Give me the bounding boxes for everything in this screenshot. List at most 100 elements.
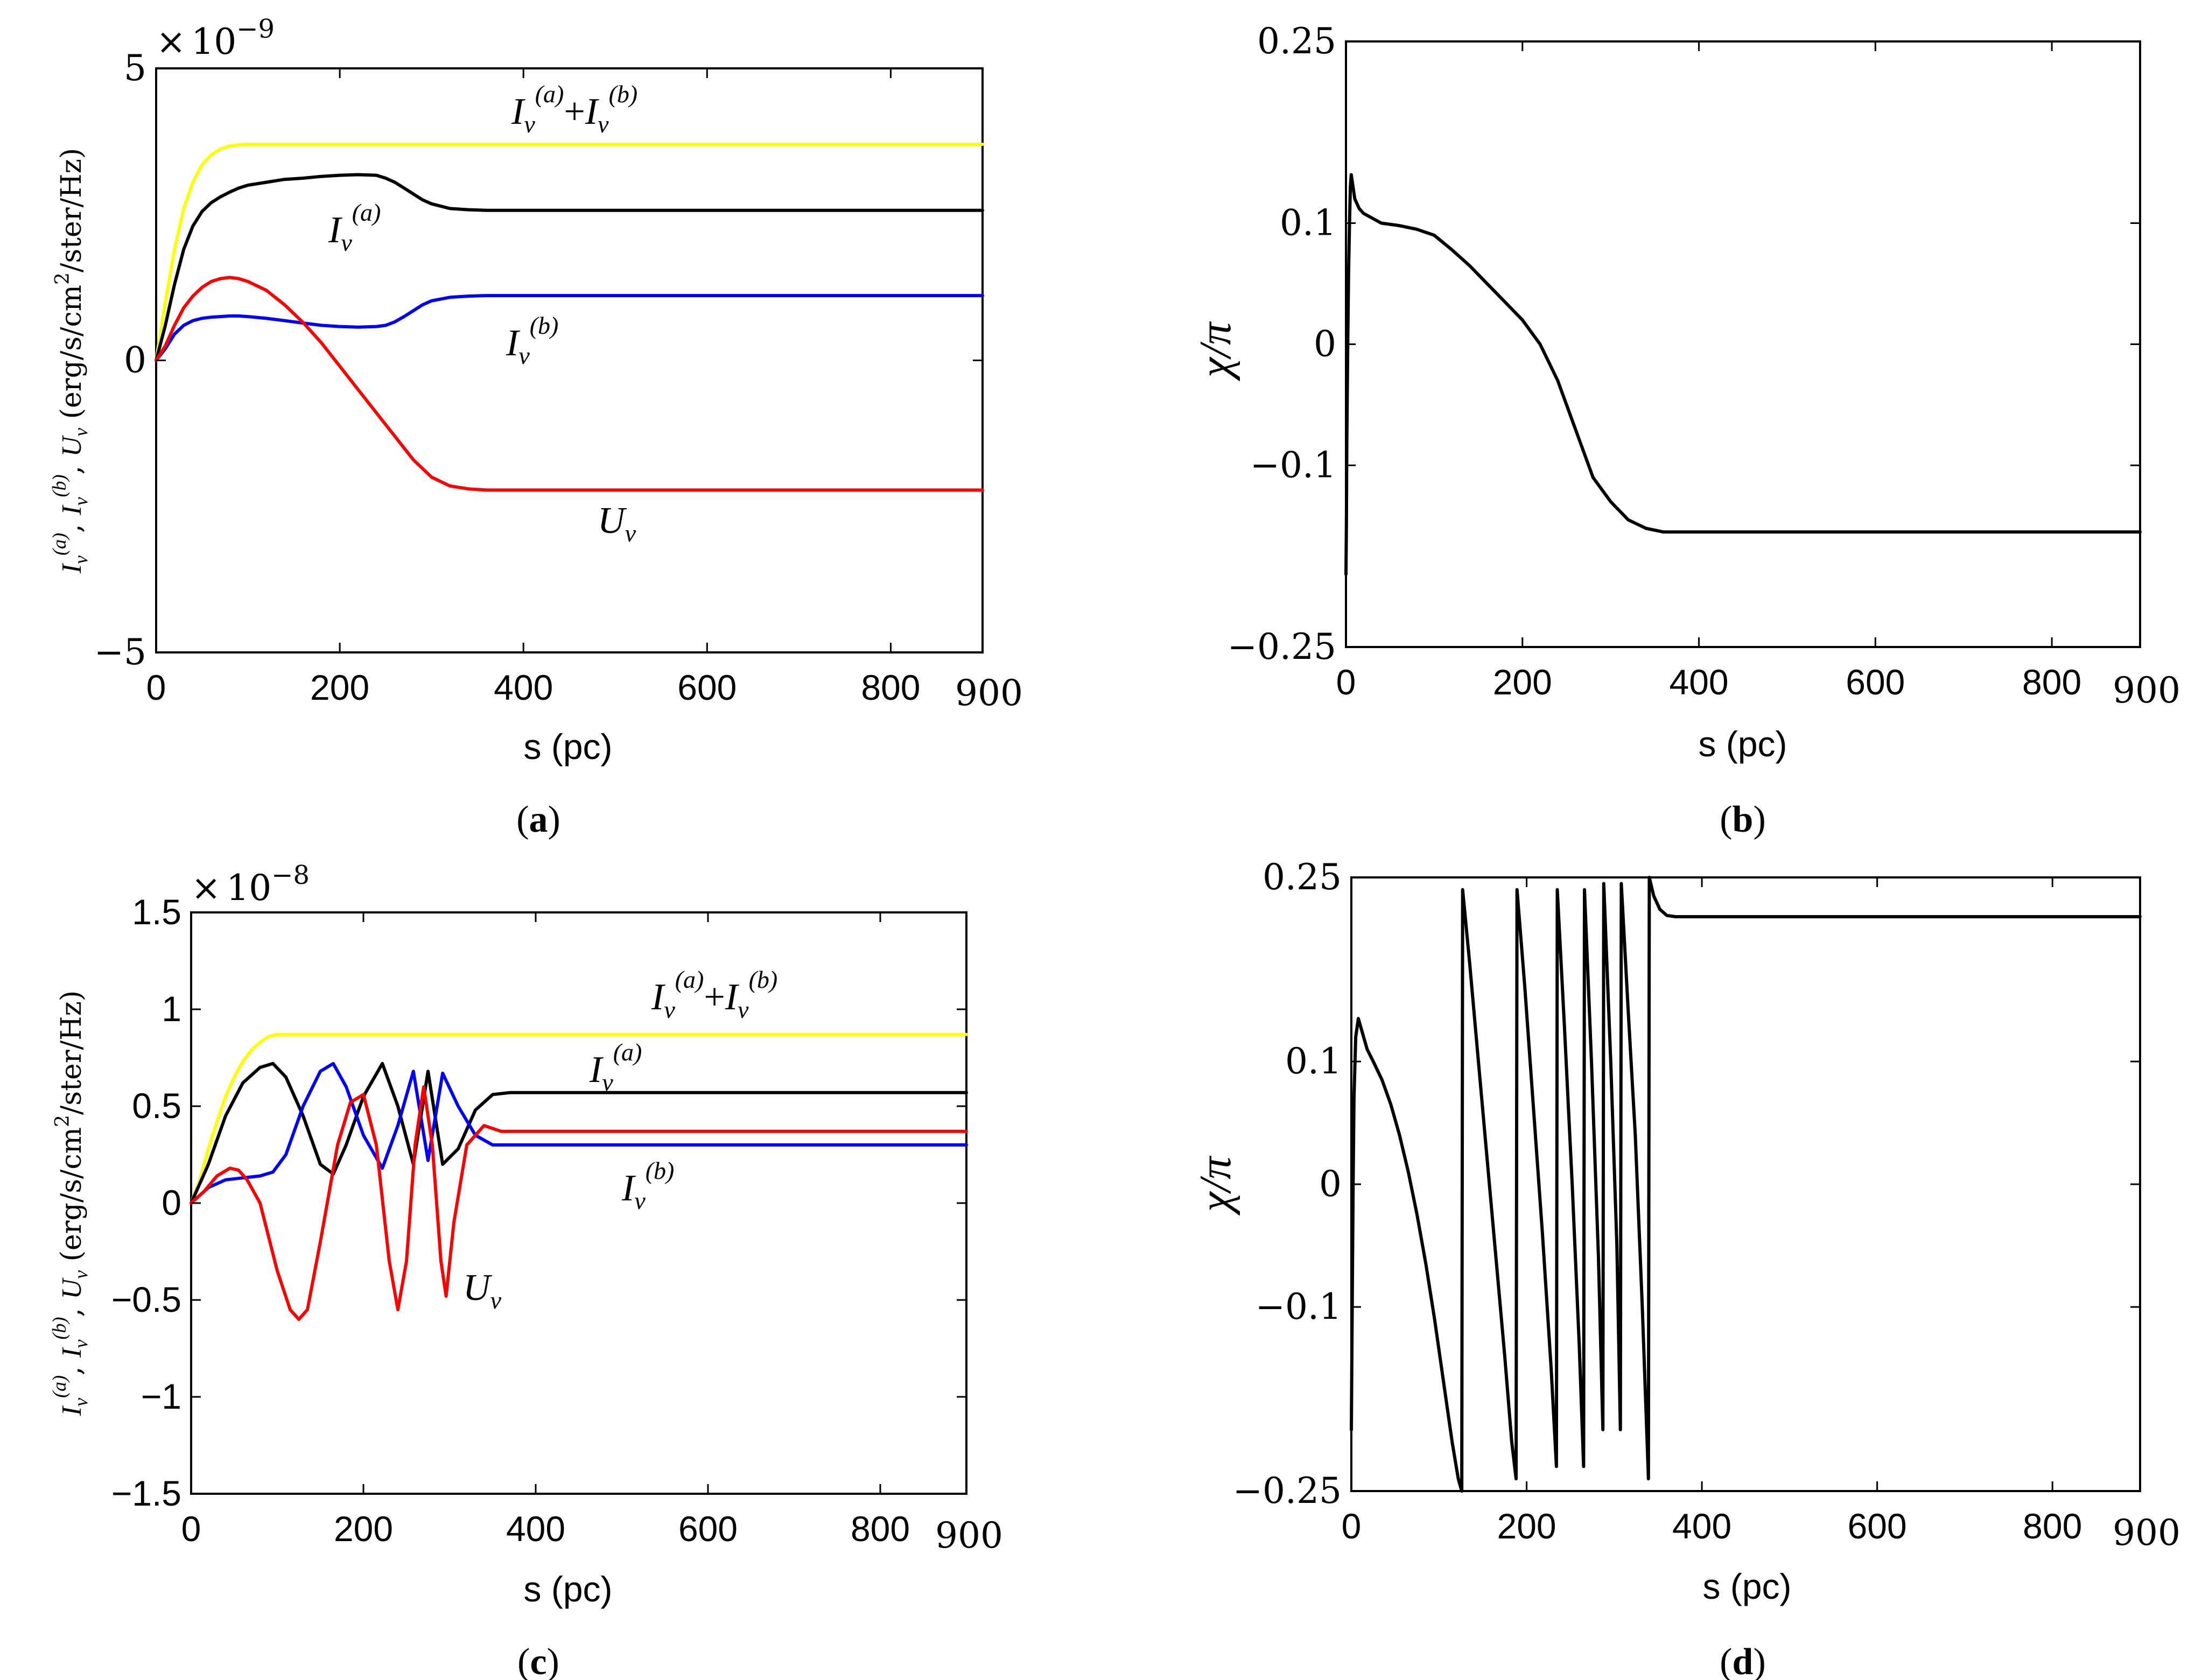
panel-a-xtick-label: 400 (494, 667, 553, 707)
panel-a-ytick-label: −5 (94, 631, 146, 673)
panel-a-yticks: −5 0 5 (94, 47, 983, 673)
panel-c-multiplier-prefix: × (191, 867, 221, 909)
panel-a-series-line-1 (155, 173, 984, 362)
panel-a-multiplier-prefix: × (156, 21, 186, 62)
panel-c-ylabel-sym-u: U (57, 1277, 87, 1299)
panel-d-xlabel: s (pc) (1703, 1566, 1792, 1606)
panel-d-x-end-label: 900 (2113, 1512, 2180, 1554)
panel-d-xticks: 0 200 400 600 800 (1342, 877, 2082, 1546)
panel-a-ytick-label: 0 (124, 340, 146, 381)
panel-a-multiplier: × 10−9 (156, 14, 275, 62)
panel-a-ylabel-unit-pre: (erg/s/cm (55, 285, 88, 419)
panel-a-x-end-label: 900 (955, 672, 1023, 714)
panel-c-label-u: Uν (463, 1267, 502, 1314)
panel-b-ytick-label: 0.25 (1257, 20, 1336, 62)
panel-b-xtick-label: 0 (1336, 662, 1356, 702)
panel-b-caption: (b) (1720, 799, 1766, 840)
panel-c-ytick-label: 0 (162, 1183, 181, 1222)
panel-a-xtick-label: 600 (677, 667, 737, 707)
panel-b-ytick-label: −0.25 (1228, 626, 1336, 667)
panel-c-series-line-0 (190, 1032, 968, 1205)
panel-a-label-sum: Iν(a)+Iν(b) (511, 80, 637, 138)
panel-c-xtick-label: 800 (851, 1509, 910, 1549)
panel-d-xtick-label: 800 (2023, 1506, 2082, 1546)
panel-b-xtick-label: 800 (2022, 662, 2081, 702)
panel-a-caption: (a) (516, 799, 560, 840)
panel-a-series (155, 143, 984, 492)
panel-a-ylabel-sup-b: (b) (48, 475, 70, 497)
panel-d-xtick-label: 600 (1848, 1506, 1907, 1546)
panel-a-series-line-2 (155, 294, 984, 362)
panel-a-xticks: 0 200 400 600 800 (146, 68, 921, 707)
panel-d-ylabel: χ/π (1190, 1155, 1240, 1215)
panel-c-ylabel-sub-u: ν (70, 1270, 92, 1279)
panel-c-series (190, 1032, 968, 1321)
panel-a-frame (155, 67, 984, 653)
panel-a-ylabel-sym-a: I (57, 563, 87, 574)
panel-c-xlabel: s (pc) (524, 1569, 613, 1609)
panel-c-ytick-label: −1 (141, 1376, 181, 1416)
panel-c-multiplier-base: 10 (226, 867, 271, 909)
panel-a-label-ia: Iν(a) (328, 199, 381, 256)
panel-b-xtick-label: 200 (1493, 662, 1552, 702)
panel-d-ytick-label: 0 (1319, 1163, 1342, 1205)
panel-b-ylabel: χ/π (1190, 321, 1240, 381)
panel-b-frame (1345, 40, 2141, 648)
panel-c-xtick-label: 400 (506, 1509, 565, 1549)
panel-d-xtick-label: 0 (1342, 1506, 1362, 1546)
panel-b-xtick-label: 400 (1669, 662, 1728, 702)
panel-c-ylabel-sub-a: ν (70, 1398, 92, 1407)
panel-a-label-ib: Iν(b) (506, 312, 558, 369)
panel-c-ylabel-sym-b: I (57, 1347, 87, 1358)
panel-b-ytick-label: −0.1 (1250, 445, 1336, 486)
panel-d-xtick-label: 200 (1497, 1506, 1556, 1546)
panel-a-xtick-label: 200 (310, 667, 369, 707)
panel-c-ylabel-unit-post: /ster/Hz) (55, 990, 88, 1115)
panel-a-multiplier-exp: −9 (236, 14, 275, 44)
panel-c-ytick-label: −0.5 (111, 1280, 181, 1319)
panel-a: 0 200 400 600 800 −505 × 10−9 900 s (pc) Iν(a… (48, 14, 1023, 840)
panel-a-label-u: Uν (598, 500, 636, 547)
panel-a-multiplier-base: 10 (191, 21, 236, 62)
panel-c-xticks: 0 200 400 600 800 (181, 912, 910, 1549)
panel-a-ylabel-sub-a: ν (70, 556, 92, 564)
panel-b-x-end-label: 900 (2113, 670, 2180, 711)
panel-a-ylabel-sym-u: U (57, 434, 87, 456)
panel-c-ytick-label: 0.5 (132, 1086, 181, 1126)
panel-d-caption: (d) (1720, 1641, 1766, 1680)
panel-d-ytick-label: 0.1 (1285, 1041, 1342, 1082)
panel-b: 0 200 400 600 800 0.25 0.1 0 −0.1 −0.25 900 s (p… (1190, 20, 2180, 840)
panel-c-caption-letter: c (530, 1641, 546, 1680)
panel-c-ylabel-unit-sup: 2 (52, 1115, 74, 1127)
panel-a-ylabel-sup-a: (a) (48, 533, 70, 556)
panel-a-xlabel: s (pc) (524, 727, 613, 767)
panel-c-ylabel-sup-b: (b) (48, 1317, 70, 1340)
panel-a-ytick-label: 5 (124, 47, 146, 89)
panel-b-xtick-label: 600 (1846, 662, 1905, 702)
panel-c-x-end-label: 900 (935, 1515, 1003, 1556)
panel-b-xticks: 0 200 400 600 800 (1336, 41, 2081, 702)
panel-c-ytick-label: 1.5 (132, 892, 181, 932)
panel-c-ylabel: Iν(a), Iν(b), Uν (erg/s/cm2/ster/Hz) (48, 990, 92, 1416)
panel-b-series (1344, 173, 2142, 576)
panel-a-series-line-0 (155, 143, 984, 362)
panel-b-series-line-0 (1344, 173, 2142, 576)
panel-d-yticks: 0.25 0.1 0 −0.1 −0.25 (1233, 856, 2140, 1512)
panel-a-caption-letter: a (529, 799, 548, 840)
panel-a-ylabel-unit-post: /ster/Hz) (55, 148, 88, 272)
panel-a-ylabel-sub-b: ν (70, 497, 92, 506)
panel-d-ytick-label: −0.1 (1256, 1286, 1342, 1327)
panel-c-frame (190, 911, 967, 1495)
panel-a-ylabel: Iν(a), Iν(b), Uν (erg/s/cm2/ster/Hz) (48, 148, 92, 574)
panel-a-xtick-label: 800 (861, 667, 920, 707)
panel-d-ytick-label: 0.25 (1263, 856, 1342, 898)
panel-c-ylabel-sub-b: ν (70, 1340, 92, 1348)
panel-a-ylabel-sym-b: I (57, 504, 87, 516)
panel-c-yticks: 1.5 1 0.5 0 −0.5 −1 −1.5 (111, 892, 966, 1513)
panel-c-xtick-label: 600 (678, 1509, 738, 1549)
panel-d: 0 200 400 600 800 0.25 0.1 0 −0.1 −0.25 900 s (p… (1190, 856, 2180, 1680)
panel-c-multiplier: × 10−8 (191, 860, 310, 909)
panel-c-multiplier-exp: −8 (271, 860, 310, 890)
panel-c-label-ib: Iν(b) (621, 1157, 674, 1214)
panel-a-ylabel-unit-sup: 2 (52, 272, 74, 285)
